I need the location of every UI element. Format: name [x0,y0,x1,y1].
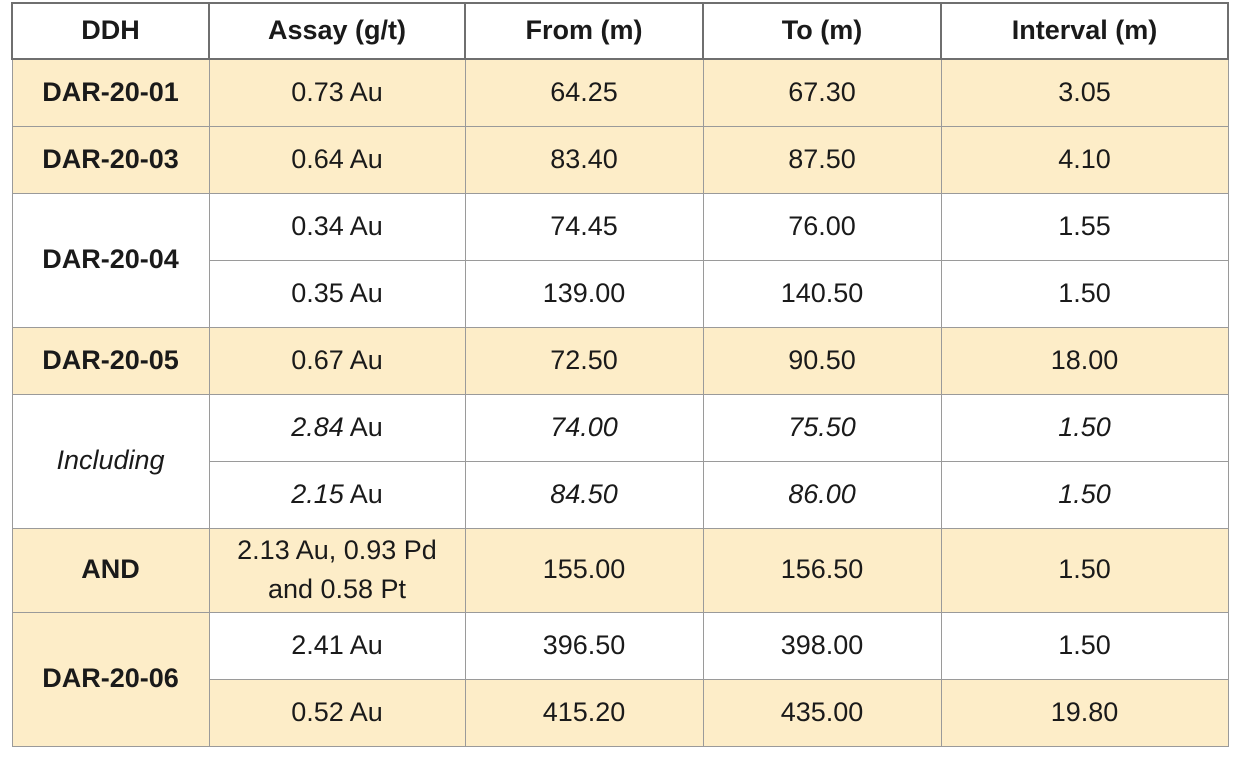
from-cell: 74.45 [464,192,704,261]
to-cell: 67.30 [702,58,942,127]
interval-cell: 18.00 [940,326,1229,395]
table-row: DAR-20-06 2.41 Au 396.50 398.00 1.50 [11,611,1229,747]
assay-cell: 2.84 Au [208,393,466,462]
from-cell: 64.25 [464,58,704,127]
assay-results-table: DDH Assay (g/t) From (m) To (m) Interval… [11,2,1229,747]
from-cell: 396.50 [464,611,704,680]
from-cell: 415.20 [464,678,704,747]
table-body: DAR-20-01 0.73 Au 64.25 67.30 3.05 DAR-2… [11,58,1229,747]
table-row: DAR-20-05 0.67 Au 72.50 90.50 18.00 [11,326,1229,395]
table-row: 0.52 Au 415.20 435.00 19.80 [12,678,1229,747]
including-label: Including [11,393,210,529]
assay-cell: 0.52 Au [208,678,466,747]
interval-cell: 1.50 [940,611,1229,680]
assay-cell: 0.73 Au [208,58,466,127]
ddh-cell: DAR-20-04 [11,192,210,328]
table-header: DDH Assay (g/t) From (m) To (m) Interval… [11,2,1229,60]
interval-cell: 1.50 [940,527,1229,613]
header-from: From (m) [464,2,704,60]
ddh-cell: DAR-20-03 [11,125,210,194]
to-cell: 86.00 [702,460,942,529]
assay-unit: Au [349,411,383,442]
to-cell: 87.50 [702,125,942,194]
interval-cell: 1.50 [940,259,1229,328]
interval-cell: 1.50 [940,460,1229,529]
to-cell: 398.00 [702,611,942,680]
assay-cell: 0.64 Au [208,125,466,194]
and-label: AND [11,527,210,613]
from-cell: 155.00 [464,527,704,613]
assay-unit: Au [349,478,383,509]
interval-cell: 4.10 [940,125,1229,194]
from-cell: 74.00 [464,393,704,462]
to-cell: 140.50 [702,259,942,328]
header-row: DDH Assay (g/t) From (m) To (m) Interval… [11,2,1229,60]
to-cell: 435.00 [702,678,942,747]
interval-cell: 3.05 [940,58,1229,127]
header-ddh: DDH [11,2,210,60]
assay-value: 2.15 [291,478,344,509]
table-row: 0.35 Au 139.00 140.50 1.50 [12,259,1229,328]
to-cell: 76.00 [702,192,942,261]
from-cell: 139.00 [464,259,704,328]
header-to: To (m) [702,2,942,60]
ddh-cell: DAR-20-05 [11,326,210,395]
table-row: Including 2.84 Au 74.00 75.50 1.50 [11,393,1229,529]
ddh-cell: DAR-20-06 [11,611,210,747]
ddh-cell: DAR-20-01 [11,58,210,127]
interval-cell: 19.80 [940,678,1229,747]
to-cell: 90.50 [702,326,942,395]
assay-cell: 2.41 Au [208,611,466,680]
table-row: DAR-20-01 0.73 Au 64.25 67.30 3.05 [11,58,1229,127]
header-interval: Interval (m) [940,2,1229,60]
assay-cell: 0.35 Au [208,259,466,328]
assay-value: 2.84 [291,411,344,442]
assay-cell: 2.15 Au [208,460,466,529]
header-assay: Assay (g/t) [208,2,466,60]
table-row: DAR-20-04 0.34 Au 74.45 76.00 1.55 [11,192,1229,328]
assay-cell: 0.34 Au [208,192,466,261]
table-row: 2.15 Au 84.50 86.00 1.50 [12,460,1229,529]
to-cell: 75.50 [702,393,942,462]
from-cell: 84.50 [464,460,704,529]
table-row: AND 2.13 Au, 0.93 Pd and 0.58 Pt 155.00 … [11,527,1229,613]
assay-cell: 0.67 Au [208,326,466,395]
assay-cell: 2.13 Au, 0.93 Pd and 0.58 Pt [208,527,466,613]
table-row: DAR-20-03 0.64 Au 83.40 87.50 4.10 [11,125,1229,194]
from-cell: 83.40 [464,125,704,194]
interval-cell: 1.50 [940,393,1229,462]
from-cell: 72.50 [464,326,704,395]
to-cell: 156.50 [702,527,942,613]
interval-cell: 1.55 [940,192,1229,261]
